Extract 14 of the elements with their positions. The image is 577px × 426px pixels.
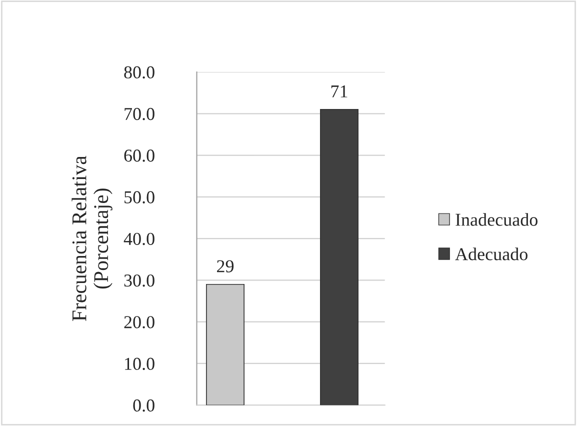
y-tick-label: 50.0 — [124, 191, 154, 204]
y-axis-title: Frecuencia Relativa (Porcentaje) — [72, 156, 112, 321]
y-tick-label: 10.0 — [125, 358, 154, 370]
y-tick-label: 0.0 — [133, 399, 154, 412]
data-label: 71 — [331, 85, 348, 98]
data-label: 29 — [217, 260, 234, 272]
y-tick-label: 60.0 — [124, 150, 154, 162]
y-tick-label: 40.0 — [124, 232, 154, 246]
y-tick-label: 80.0 — [124, 66, 154, 79]
y-tick-label: 30.0 — [124, 274, 154, 287]
y-tick-label: 70.0 — [124, 108, 154, 120]
y-tick-label: 20.0 — [124, 316, 154, 328]
legend-label: Adecuado — [455, 248, 528, 260]
legend-label: Inadecuado — [456, 213, 538, 226]
